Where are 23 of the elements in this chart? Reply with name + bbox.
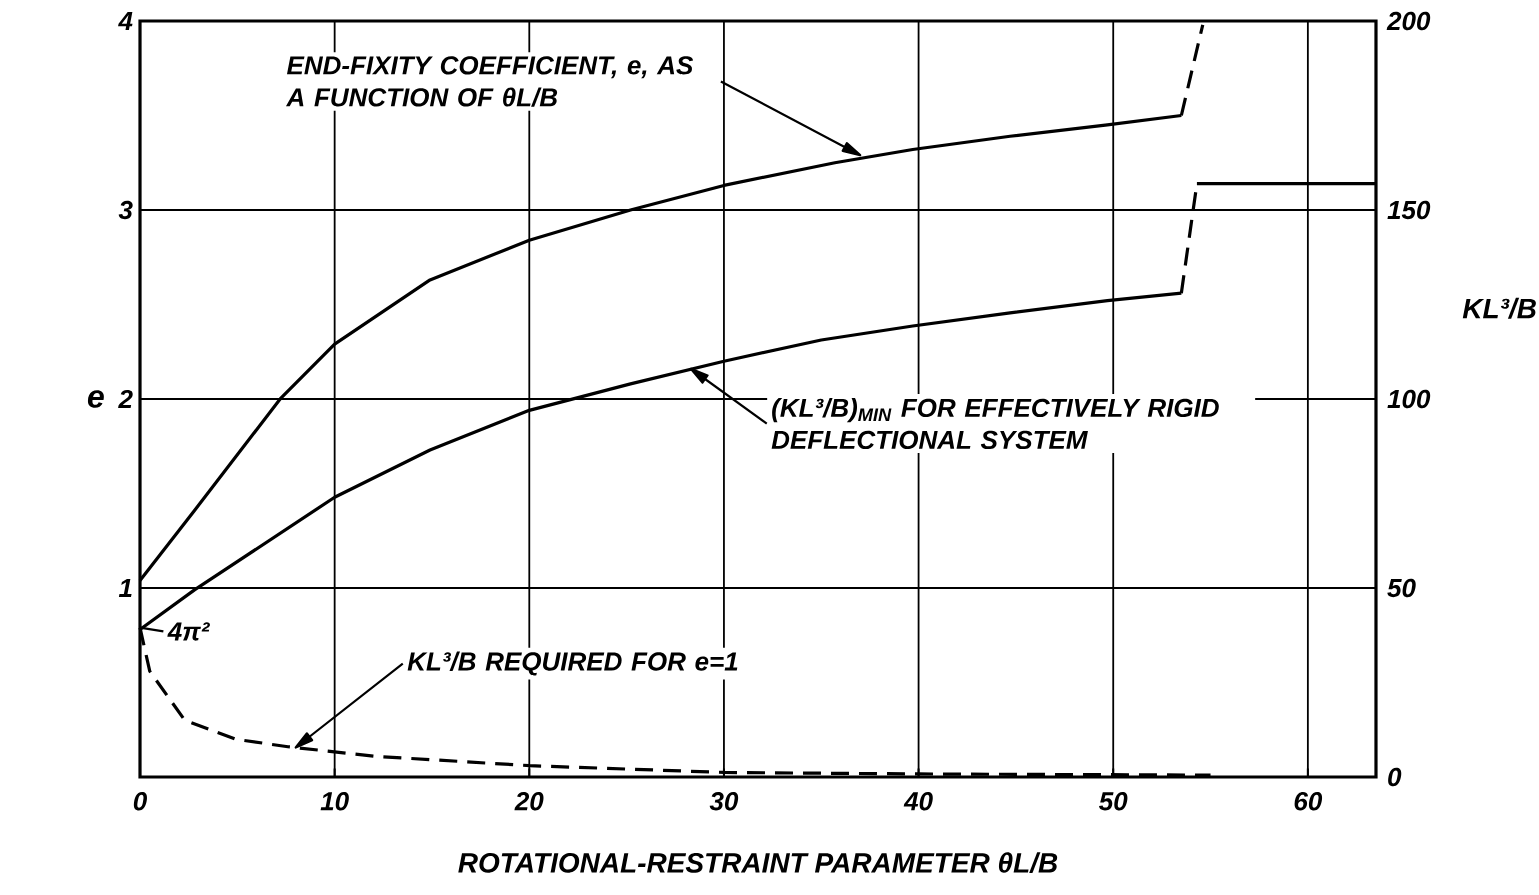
y2-tick-label: 100 bbox=[1387, 389, 1431, 409]
y-tick-label: 4 bbox=[118, 12, 133, 30]
x-tick-label: 60 bbox=[1294, 792, 1323, 811]
y2-tick-label: 50 bbox=[1387, 578, 1416, 598]
y-tick-label: 2 bbox=[118, 389, 133, 409]
annotation: KL³/B REQUIRED FOR e=1 bbox=[407, 651, 738, 676]
x-tick-label: 0 bbox=[133, 792, 147, 811]
y2-axis-title: KL³/B bbox=[1462, 297, 1536, 319]
y2-tick-label: 150 bbox=[1387, 200, 1431, 220]
y-tick-label: 1 bbox=[118, 579, 132, 597]
x-tick-label: 20 bbox=[514, 792, 544, 811]
y2-tick-label: 0 bbox=[1388, 767, 1402, 787]
y-axis-title: e bbox=[87, 390, 104, 408]
x-tick-label: 30 bbox=[709, 792, 739, 811]
x-tick-label: 50 bbox=[1099, 792, 1128, 811]
annotation: END-FIXITY COEFFICIENT, e, AS A FUNCTION OF θL/B bbox=[285, 56, 694, 107]
annotation: (KL³/B)$_{MIN}$ FOR EFFECTIVELY RIGID DEFLECTIONAL SYSTEM bbox=[771, 398, 1219, 450]
y2-tick-label: 200 bbox=[1386, 11, 1431, 31]
annotation: 4π² bbox=[167, 622, 210, 641]
x-axis-title: ROTATIONAL-RESTRAINT PARAMETER θL/B bbox=[458, 852, 1058, 874]
y-tick-label: 3 bbox=[118, 200, 133, 220]
x-tick-label: 40 bbox=[903, 792, 933, 811]
x-tick-label: 10 bbox=[320, 792, 349, 811]
